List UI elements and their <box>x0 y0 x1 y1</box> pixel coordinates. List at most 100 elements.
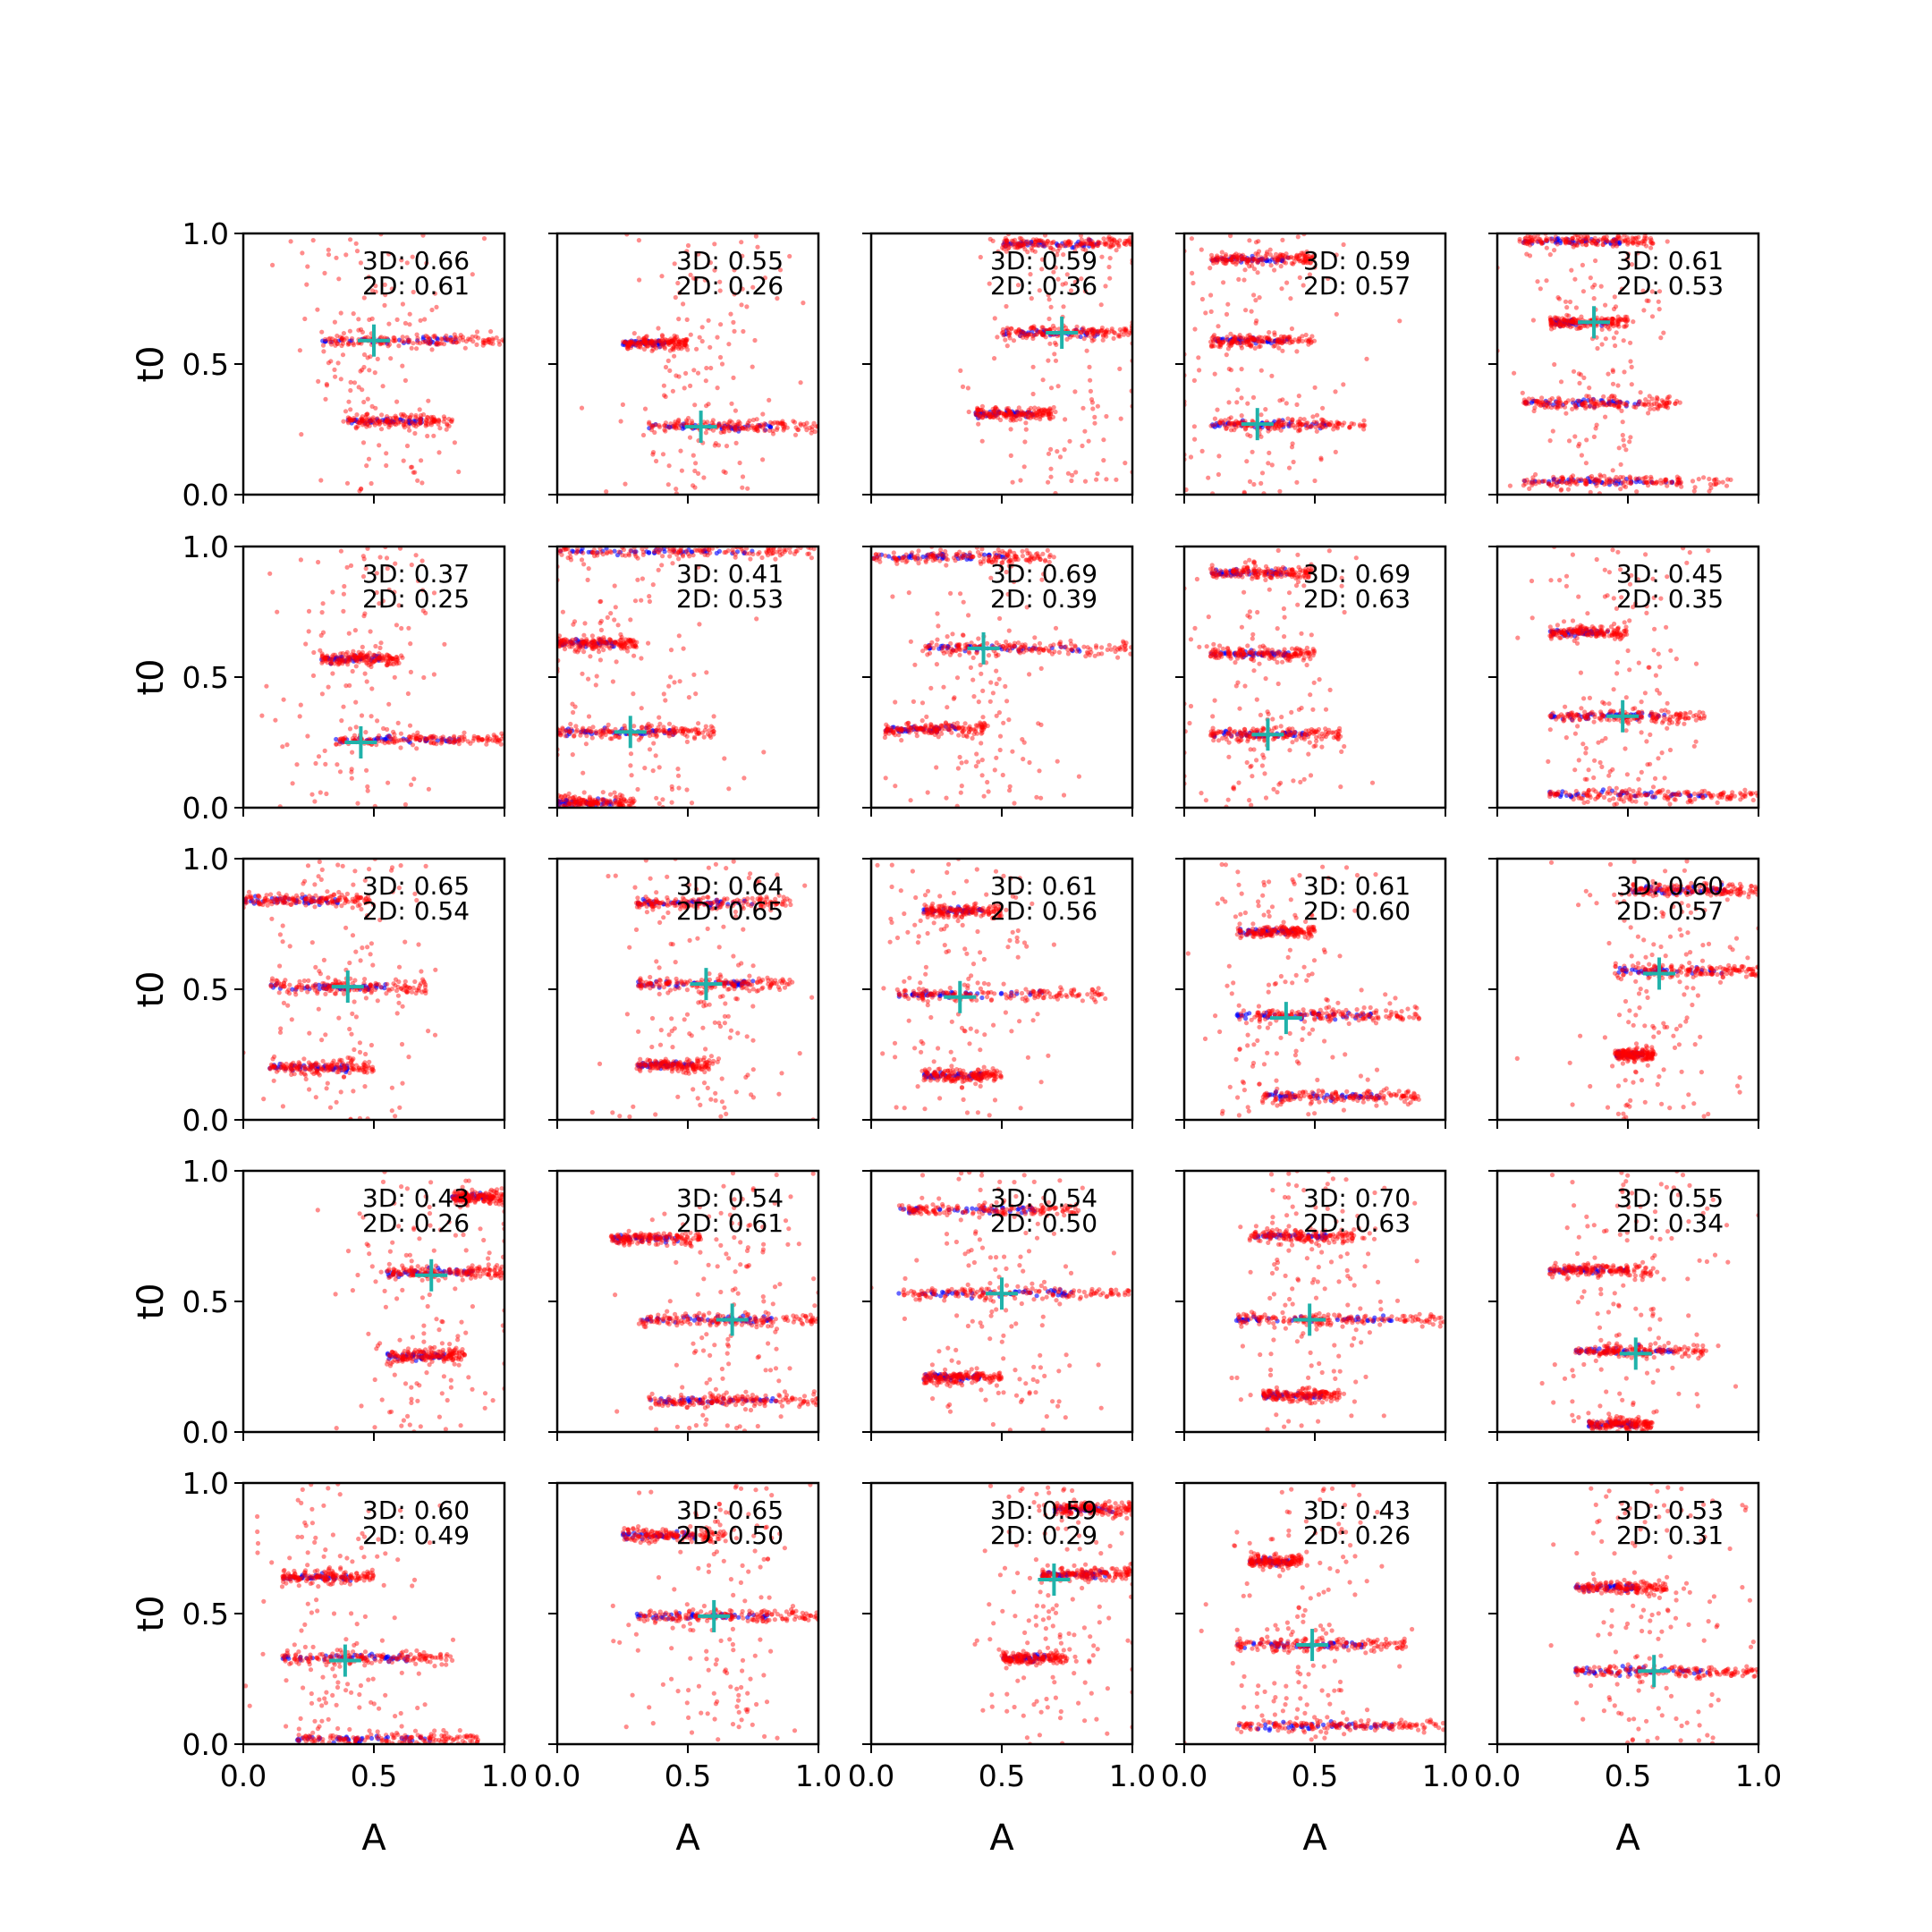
red-point <box>316 559 321 565</box>
red-point <box>661 338 666 343</box>
red-point <box>990 410 996 415</box>
red-point <box>1576 371 1581 377</box>
red-point <box>290 781 295 786</box>
red-point <box>491 733 496 738</box>
red-point <box>987 414 993 419</box>
red-point <box>439 737 445 743</box>
red-point <box>628 547 633 554</box>
red-point <box>663 340 668 345</box>
red-point <box>1613 237 1619 242</box>
red-point <box>446 416 452 422</box>
red-point <box>394 422 399 428</box>
red-point <box>1645 483 1651 488</box>
red-point <box>585 577 590 583</box>
red-point <box>1622 317 1627 323</box>
red-point <box>426 786 431 792</box>
red-point <box>575 649 580 655</box>
blue-point <box>1216 338 1222 343</box>
red-point <box>1628 239 1633 244</box>
red-point <box>1564 312 1570 318</box>
red-point <box>1301 252 1307 258</box>
red-point <box>589 640 596 645</box>
red-point <box>480 343 486 348</box>
red-point <box>1617 399 1623 404</box>
red-point <box>571 709 576 716</box>
red-point <box>671 726 676 733</box>
red-point <box>744 422 750 428</box>
red-point <box>394 655 399 660</box>
red-point <box>448 419 453 424</box>
red-point <box>590 646 597 652</box>
blue-point <box>1632 402 1638 407</box>
red-point <box>470 334 475 340</box>
red-point <box>576 801 582 807</box>
red-point <box>572 619 578 624</box>
red-point <box>320 601 326 606</box>
red-point <box>558 640 564 646</box>
blue-point <box>726 424 732 429</box>
red-point <box>369 686 375 691</box>
red-point <box>1646 411 1651 416</box>
red-point <box>1533 236 1538 242</box>
red-point <box>1275 336 1280 342</box>
red-point <box>1310 254 1316 259</box>
red-point <box>567 801 572 807</box>
red-point <box>1555 403 1562 409</box>
red-point <box>297 348 302 353</box>
red-point <box>1294 479 1300 485</box>
red-point <box>1229 258 1234 263</box>
red-point <box>809 427 815 432</box>
red-point <box>1617 317 1623 322</box>
red-point <box>1674 474 1680 479</box>
red-point <box>662 423 667 428</box>
red-point <box>345 415 351 420</box>
red-point <box>339 657 344 664</box>
blue-point <box>359 418 364 423</box>
red-point <box>733 552 738 557</box>
red-point <box>1644 298 1649 303</box>
red-point <box>404 415 410 420</box>
red-point <box>691 553 696 558</box>
red-point <box>1250 259 1255 265</box>
red-point <box>1591 405 1597 411</box>
red-point <box>1539 240 1545 245</box>
blue-point <box>1020 411 1025 417</box>
red-point <box>1046 408 1051 413</box>
red-point <box>363 419 369 425</box>
blue-point <box>1086 237 1091 242</box>
red-point <box>1563 236 1569 242</box>
red-point <box>1239 367 1244 372</box>
red-point <box>456 469 462 475</box>
red-point <box>1046 416 1052 421</box>
red-point <box>1630 235 1635 241</box>
red-point <box>1592 479 1597 484</box>
red-point <box>1563 240 1568 245</box>
blue-point <box>1560 402 1565 408</box>
red-point <box>1306 257 1311 262</box>
red-point <box>613 794 618 801</box>
red-point <box>597 640 603 645</box>
blue-point <box>1587 403 1593 409</box>
blue-point <box>453 739 458 744</box>
red-point <box>1541 402 1546 407</box>
red-point <box>1304 426 1309 431</box>
red-point <box>1235 255 1241 260</box>
red-point <box>364 767 369 773</box>
red-point <box>1242 267 1248 273</box>
red-point <box>782 426 787 431</box>
red-point <box>353 664 359 669</box>
red-point <box>1306 338 1311 343</box>
red-point <box>393 338 398 343</box>
red-point <box>1189 236 1194 242</box>
red-point <box>1347 425 1352 430</box>
blue-point <box>564 728 569 733</box>
red-point <box>1265 250 1270 255</box>
red-point <box>1528 242 1533 248</box>
red-point <box>1247 264 1252 269</box>
red-point <box>695 370 701 376</box>
red-point <box>682 386 687 391</box>
red-point <box>1623 402 1629 407</box>
red-point <box>381 725 386 732</box>
red-point <box>643 725 648 731</box>
red-point <box>1216 324 1221 329</box>
